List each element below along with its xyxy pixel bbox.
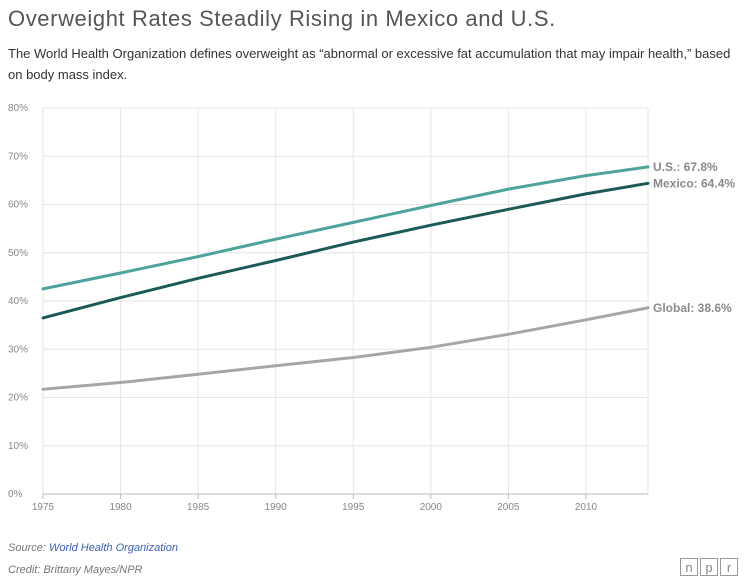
logo-letter-n: n	[680, 558, 698, 576]
y-tick-label: 40%	[8, 296, 28, 307]
grid-lines	[42, 107, 649, 495]
chart-subtitle: The World Health Organization defines ov…	[8, 46, 731, 82]
logo-letter-r: r	[720, 558, 738, 576]
chart-title: Overweight Rates Steadily Rising in Mexi…	[8, 6, 556, 31]
x-axis-ticks: 1975 1980 1985 1990 1995 2000 2005 2010	[32, 494, 598, 513]
series-line-mexico	[41, 181, 650, 320]
source-prefix: Source:	[8, 542, 49, 554]
line-chart: 0%10%20%30%40%50%60%70%80% 1975 1980 1985 1…	[8, 103, 735, 513]
x-tick-label: 1980	[109, 502, 132, 513]
series-line-us	[41, 165, 650, 291]
y-tick-label: 20%	[8, 393, 28, 404]
y-tick-label: 70%	[8, 151, 28, 162]
series-end-labels: U.S.: 67.8% Mexico: 64.4% Global: 38.6%	[653, 160, 735, 315]
x-tick-label: 2005	[497, 502, 520, 513]
y-tick-label: 50%	[8, 248, 28, 259]
y-tick-label: 0%	[8, 489, 23, 500]
x-tick-label: 2000	[420, 502, 443, 513]
y-tick-label: 30%	[8, 344, 28, 355]
y-tick-label: 60%	[8, 200, 28, 211]
y-tick-label: 10%	[8, 441, 28, 452]
x-tick-label: 1995	[342, 502, 365, 513]
series-line-global	[41, 306, 650, 391]
end-label-global: Global: 38.6%	[653, 301, 732, 315]
series-lines	[41, 165, 650, 391]
x-tick-label: 1975	[32, 502, 55, 513]
end-label-mexico: Mexico: 64.4%	[653, 176, 735, 190]
y-tick-label: 80%	[8, 103, 28, 114]
credit-note: Credit: Brittany Mayes/NPR	[8, 564, 143, 576]
source-link[interactable]: World Health Organization	[48, 542, 178, 554]
end-label-us: U.S.: 67.8%	[653, 160, 718, 174]
logo-letter-p: p	[700, 558, 718, 576]
source-note: Source: World Health Organization	[8, 542, 178, 554]
x-tick-label: 2010	[575, 502, 598, 513]
npr-logo: n p r	[680, 558, 738, 576]
x-tick-label: 1985	[187, 502, 210, 513]
x-tick-label: 1990	[265, 502, 288, 513]
y-axis-ticks: 0% 10% 20% 30% 40% 50% 60% 70% 80%	[8, 103, 28, 500]
